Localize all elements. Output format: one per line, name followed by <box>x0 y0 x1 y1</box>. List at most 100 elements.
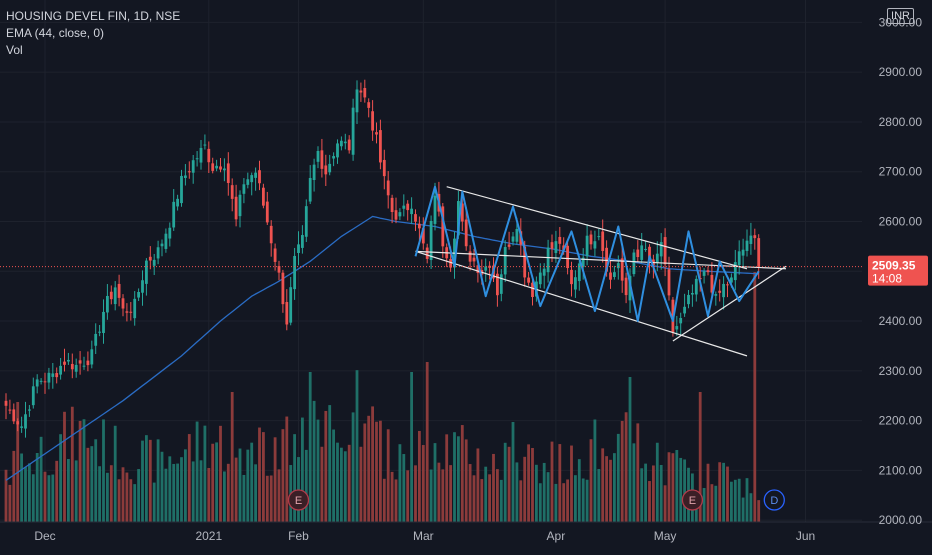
volume-bar <box>47 475 51 522</box>
candle-body <box>694 278 698 295</box>
candle-body <box>20 426 23 428</box>
candle-body <box>749 235 753 244</box>
candle-body <box>43 381 47 383</box>
trend-line[interactable] <box>415 250 748 357</box>
candle-body <box>546 247 550 273</box>
candle-body <box>593 241 597 249</box>
candle-body <box>597 236 601 238</box>
volume-bar <box>12 450 16 522</box>
candle-body <box>281 272 285 305</box>
volume-bar <box>203 425 207 522</box>
symbol-title[interactable]: HOUSING DEVEL FIN, 1D, NSE <box>6 9 181 23</box>
candle-body <box>367 102 371 108</box>
candle-body <box>308 177 312 202</box>
marker-circle <box>287 489 310 511</box>
zigzag-pattern-line[interactable] <box>414 185 760 322</box>
marker-label: E <box>689 495 696 507</box>
volume-bar <box>35 452 39 522</box>
candle-body <box>289 287 293 323</box>
candle-body <box>328 163 332 173</box>
currency-badge[interactable]: INR <box>887 8 914 24</box>
candle-body <box>269 225 273 244</box>
volume-bar <box>16 402 20 522</box>
volume-bar <box>90 446 94 522</box>
volume-bar <box>382 478 386 522</box>
volume-bar <box>741 497 745 522</box>
volume-bar <box>82 419 86 522</box>
volume-bar <box>4 469 8 522</box>
volume-bar <box>43 471 47 522</box>
candle-body <box>460 203 464 222</box>
volume-bar <box>375 421 378 522</box>
volume-bar <box>301 417 304 522</box>
volume-bar <box>215 442 218 522</box>
volume-bar <box>343 451 347 522</box>
candle-body <box>476 265 480 273</box>
candle-body <box>78 360 82 364</box>
dividend-marker[interactable]: D <box>763 489 785 511</box>
volume-bar <box>585 479 589 522</box>
candle-body <box>273 248 277 262</box>
volume-indicator-label[interactable]: Vol <box>6 43 23 57</box>
volume-bar <box>515 462 519 522</box>
volume-bar <box>429 469 433 522</box>
earnings-marker[interactable]: E <box>681 489 704 511</box>
volume-bar <box>67 458 70 522</box>
volume-bar <box>706 463 710 522</box>
volume-bar <box>230 392 234 522</box>
candle-body <box>156 247 160 259</box>
candle-body <box>35 379 39 387</box>
candle-body <box>347 139 351 151</box>
candle-body <box>730 277 733 283</box>
volume-bar <box>648 481 651 522</box>
volume-bar <box>566 479 569 522</box>
volume-bar <box>347 444 351 522</box>
volume-bar <box>121 467 125 522</box>
candle-body <box>129 311 133 313</box>
candle-body <box>410 208 413 215</box>
candle-body <box>620 258 624 281</box>
candle-body <box>195 158 199 160</box>
volume-bar <box>507 446 511 522</box>
volume-bar <box>133 484 137 522</box>
volume-bar <box>550 441 554 522</box>
candle-body <box>726 284 729 286</box>
candle-body <box>207 148 211 163</box>
volume-bar <box>558 444 562 522</box>
volume-bar <box>616 433 620 522</box>
volume-bar <box>581 478 585 522</box>
trend-line[interactable] <box>446 186 748 270</box>
candle-body <box>499 274 503 294</box>
volume-bar <box>757 500 761 522</box>
candle-body <box>386 180 390 196</box>
volume-bar <box>180 457 183 522</box>
candle-body <box>706 270 710 273</box>
candle-body <box>168 227 172 239</box>
price-axis-tick-label: 2600.00 <box>879 214 923 228</box>
volume-bar <box>281 429 285 522</box>
volume-bar <box>250 442 254 522</box>
volume-bar <box>172 463 176 522</box>
candle-body <box>589 234 593 245</box>
candle-body <box>332 156 335 159</box>
volume-bar <box>488 474 491 522</box>
volume-bar <box>98 466 101 522</box>
candle-body <box>683 306 686 314</box>
marker-label: D <box>770 495 778 507</box>
volume-bar <box>605 456 608 522</box>
volume-bar <box>730 481 733 522</box>
volume-bar <box>191 461 195 522</box>
chart-legend: HOUSING DEVEL FIN, 1D, NSE EMA (44, clos… <box>6 8 180 59</box>
candle-body <box>24 414 27 429</box>
trend-line[interactable] <box>672 265 787 342</box>
candle-body <box>398 212 402 217</box>
candle-body <box>636 249 640 258</box>
ema-indicator-label[interactable]: EMA (44, close, 0) <box>6 26 105 40</box>
volume-bar <box>609 459 612 522</box>
candle-body <box>351 107 355 155</box>
volume-bar <box>304 449 308 522</box>
earnings-marker[interactable]: E <box>287 489 310 511</box>
volume-bar <box>367 415 371 522</box>
